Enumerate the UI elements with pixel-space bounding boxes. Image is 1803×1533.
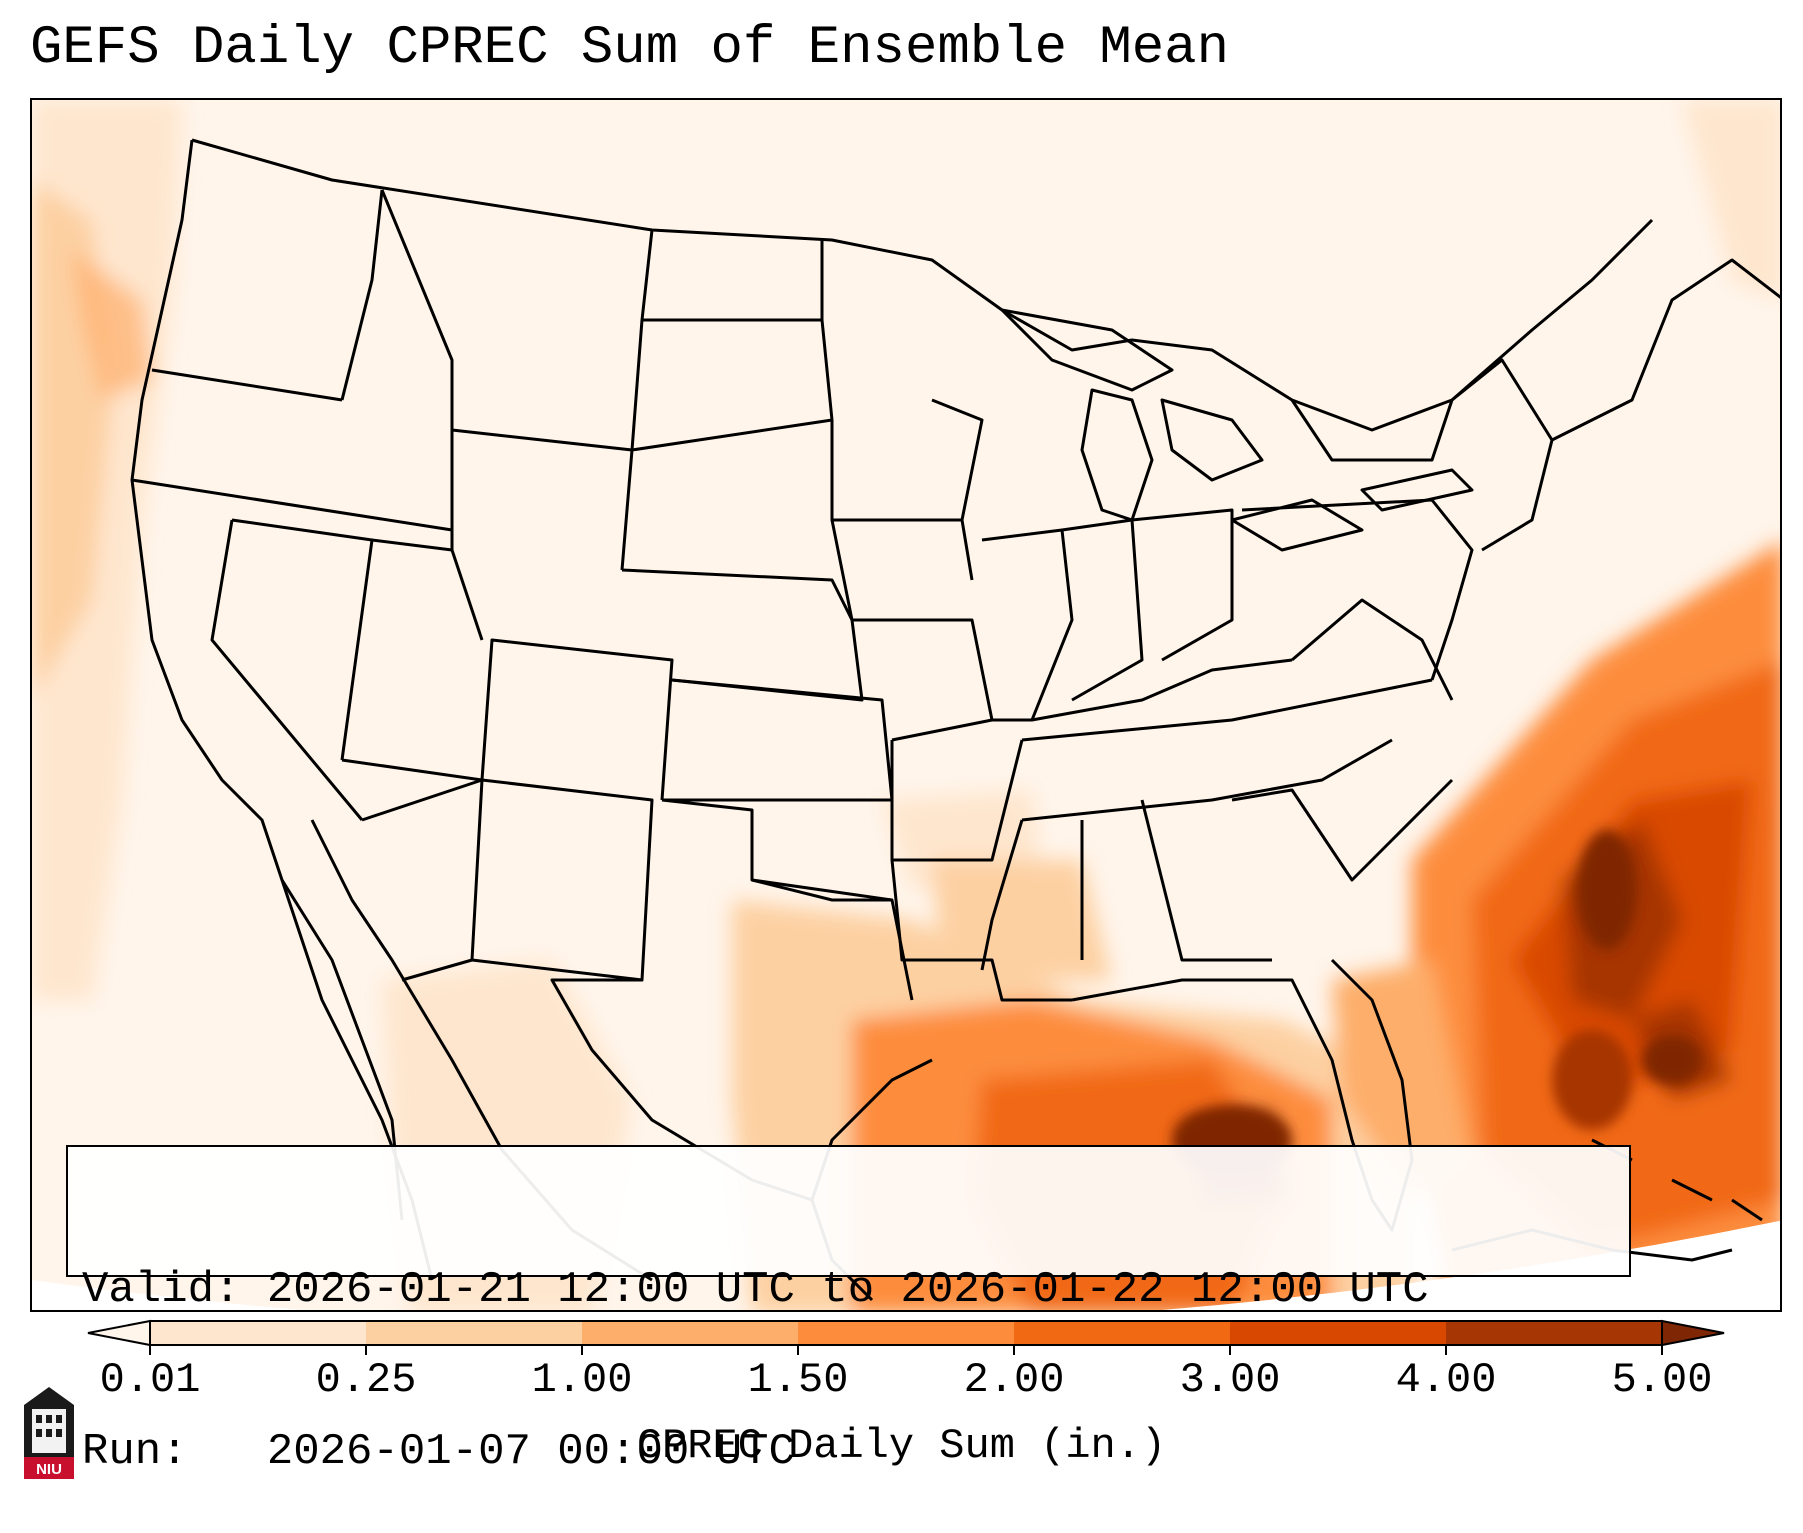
colorbar-tick-label: 0.01 bbox=[99, 1356, 201, 1404]
niu-logo-text: NIU bbox=[36, 1461, 62, 1478]
colorbar-ticks bbox=[149, 1345, 1663, 1355]
precip-map bbox=[30, 98, 1782, 1312]
colorbar-tick-label: 4.00 bbox=[1395, 1356, 1497, 1404]
valid-time-text: Valid: 2026-01-21 12:00 UTC to 2026-01-2… bbox=[82, 1265, 1429, 1315]
colorbar-tick-label: 0.25 bbox=[315, 1356, 417, 1404]
colorbar bbox=[87, 1319, 1725, 1355]
state-boundaries bbox=[130, 138, 1780, 1302]
colorbar-segment bbox=[1446, 1321, 1663, 1345]
colorbar-segment bbox=[582, 1321, 799, 1345]
niu-logo-icon: NIU bbox=[24, 1387, 74, 1479]
colorbar-tick-label: 3.00 bbox=[1179, 1356, 1281, 1404]
info-box: Valid: 2026-01-21 12:00 UTC to 2026-01-2… bbox=[66, 1145, 1631, 1477]
colorbar-outline bbox=[149, 1320, 1663, 1346]
colorbar-tick-label: 1.50 bbox=[747, 1356, 849, 1404]
colorbar-extend-low bbox=[87, 1319, 151, 1347]
colorbar-label: CPREC Daily Sum (in.) bbox=[636, 1422, 1167, 1470]
colorbar-segment bbox=[1014, 1321, 1231, 1345]
colorbar-tick-label: 5.00 bbox=[1611, 1356, 1713, 1404]
colorbar-segments bbox=[87, 1319, 1725, 1347]
precip-map-canvas bbox=[32, 100, 1780, 1310]
colorbar-tick-label: 1.00 bbox=[531, 1356, 633, 1404]
map-title: GEFS Daily CPREC Sum of Ensemble Mean bbox=[30, 18, 1229, 79]
projection-edge bbox=[32, 1220, 1780, 1310]
colorbar-extend-high bbox=[1661, 1319, 1725, 1347]
colorbar-tick-label: 2.00 bbox=[963, 1356, 1065, 1404]
colorbar-segment bbox=[150, 1321, 367, 1345]
colorbar-segment bbox=[798, 1321, 1015, 1345]
run-time-text: Run: 2026-01-07 00:00 UTC bbox=[82, 1427, 795, 1477]
colorbar-segment bbox=[1230, 1321, 1447, 1345]
colorbar-segment bbox=[366, 1321, 583, 1345]
